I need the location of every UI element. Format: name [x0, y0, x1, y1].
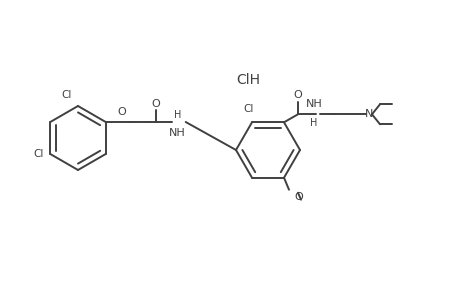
- Text: Cl: Cl: [243, 104, 254, 114]
- Text: Cl: Cl: [33, 149, 43, 159]
- Text: H: H: [174, 110, 181, 120]
- Text: H: H: [310, 118, 317, 128]
- Text: O: O: [117, 107, 126, 117]
- Text: O: O: [151, 99, 160, 109]
- Text: O: O: [293, 90, 302, 100]
- Text: NH: NH: [169, 128, 186, 138]
- Text: NH: NH: [305, 99, 322, 109]
- Text: ClH: ClH: [235, 73, 259, 87]
- Text: N: N: [364, 109, 372, 119]
- Text: Cl: Cl: [62, 90, 72, 100]
- Text: O: O: [293, 192, 302, 202]
